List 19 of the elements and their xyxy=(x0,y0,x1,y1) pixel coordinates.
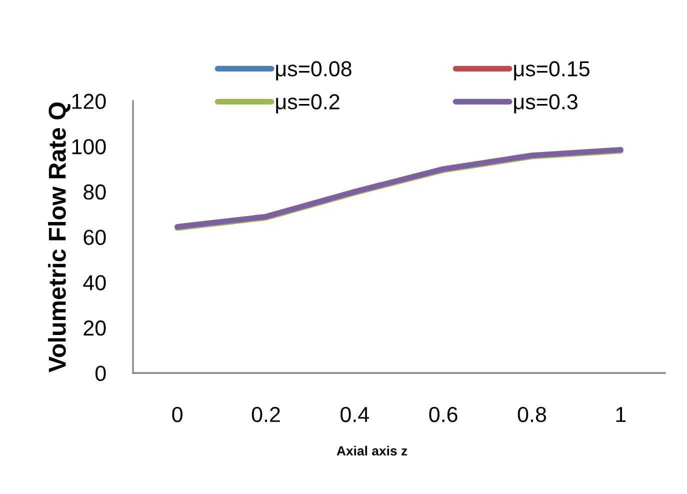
y-tick-label: 120 xyxy=(72,94,106,110)
y-tick-label: 40 xyxy=(83,275,106,290)
x-tick-label: 0.6 xyxy=(429,406,458,422)
x-tick-label: 0.8 xyxy=(518,406,546,422)
y-axis-title: Volumetric Flow Rate Q xyxy=(48,102,70,372)
y-tick-label: 0 xyxy=(95,366,106,382)
legend-label: μs=0.15 xyxy=(514,61,590,80)
y-tick-label: 100 xyxy=(72,139,106,154)
x-tick-label: 0 xyxy=(172,406,182,422)
legend-label: μs=0.2 xyxy=(276,94,340,114)
x-tick-label: 0.2 xyxy=(252,406,280,422)
legend-label: μs=0.08 xyxy=(276,61,352,80)
x-tick-label: 1 xyxy=(616,407,626,422)
y-tick-label: 60 xyxy=(84,230,106,246)
x-tick-label: 0.4 xyxy=(340,406,369,422)
legend-label: μs=0.3 xyxy=(514,94,578,114)
x-axis-title: Axial axis z xyxy=(336,446,408,456)
y-tick-label: 20 xyxy=(84,320,106,336)
y-tick-label: 80 xyxy=(84,184,106,200)
